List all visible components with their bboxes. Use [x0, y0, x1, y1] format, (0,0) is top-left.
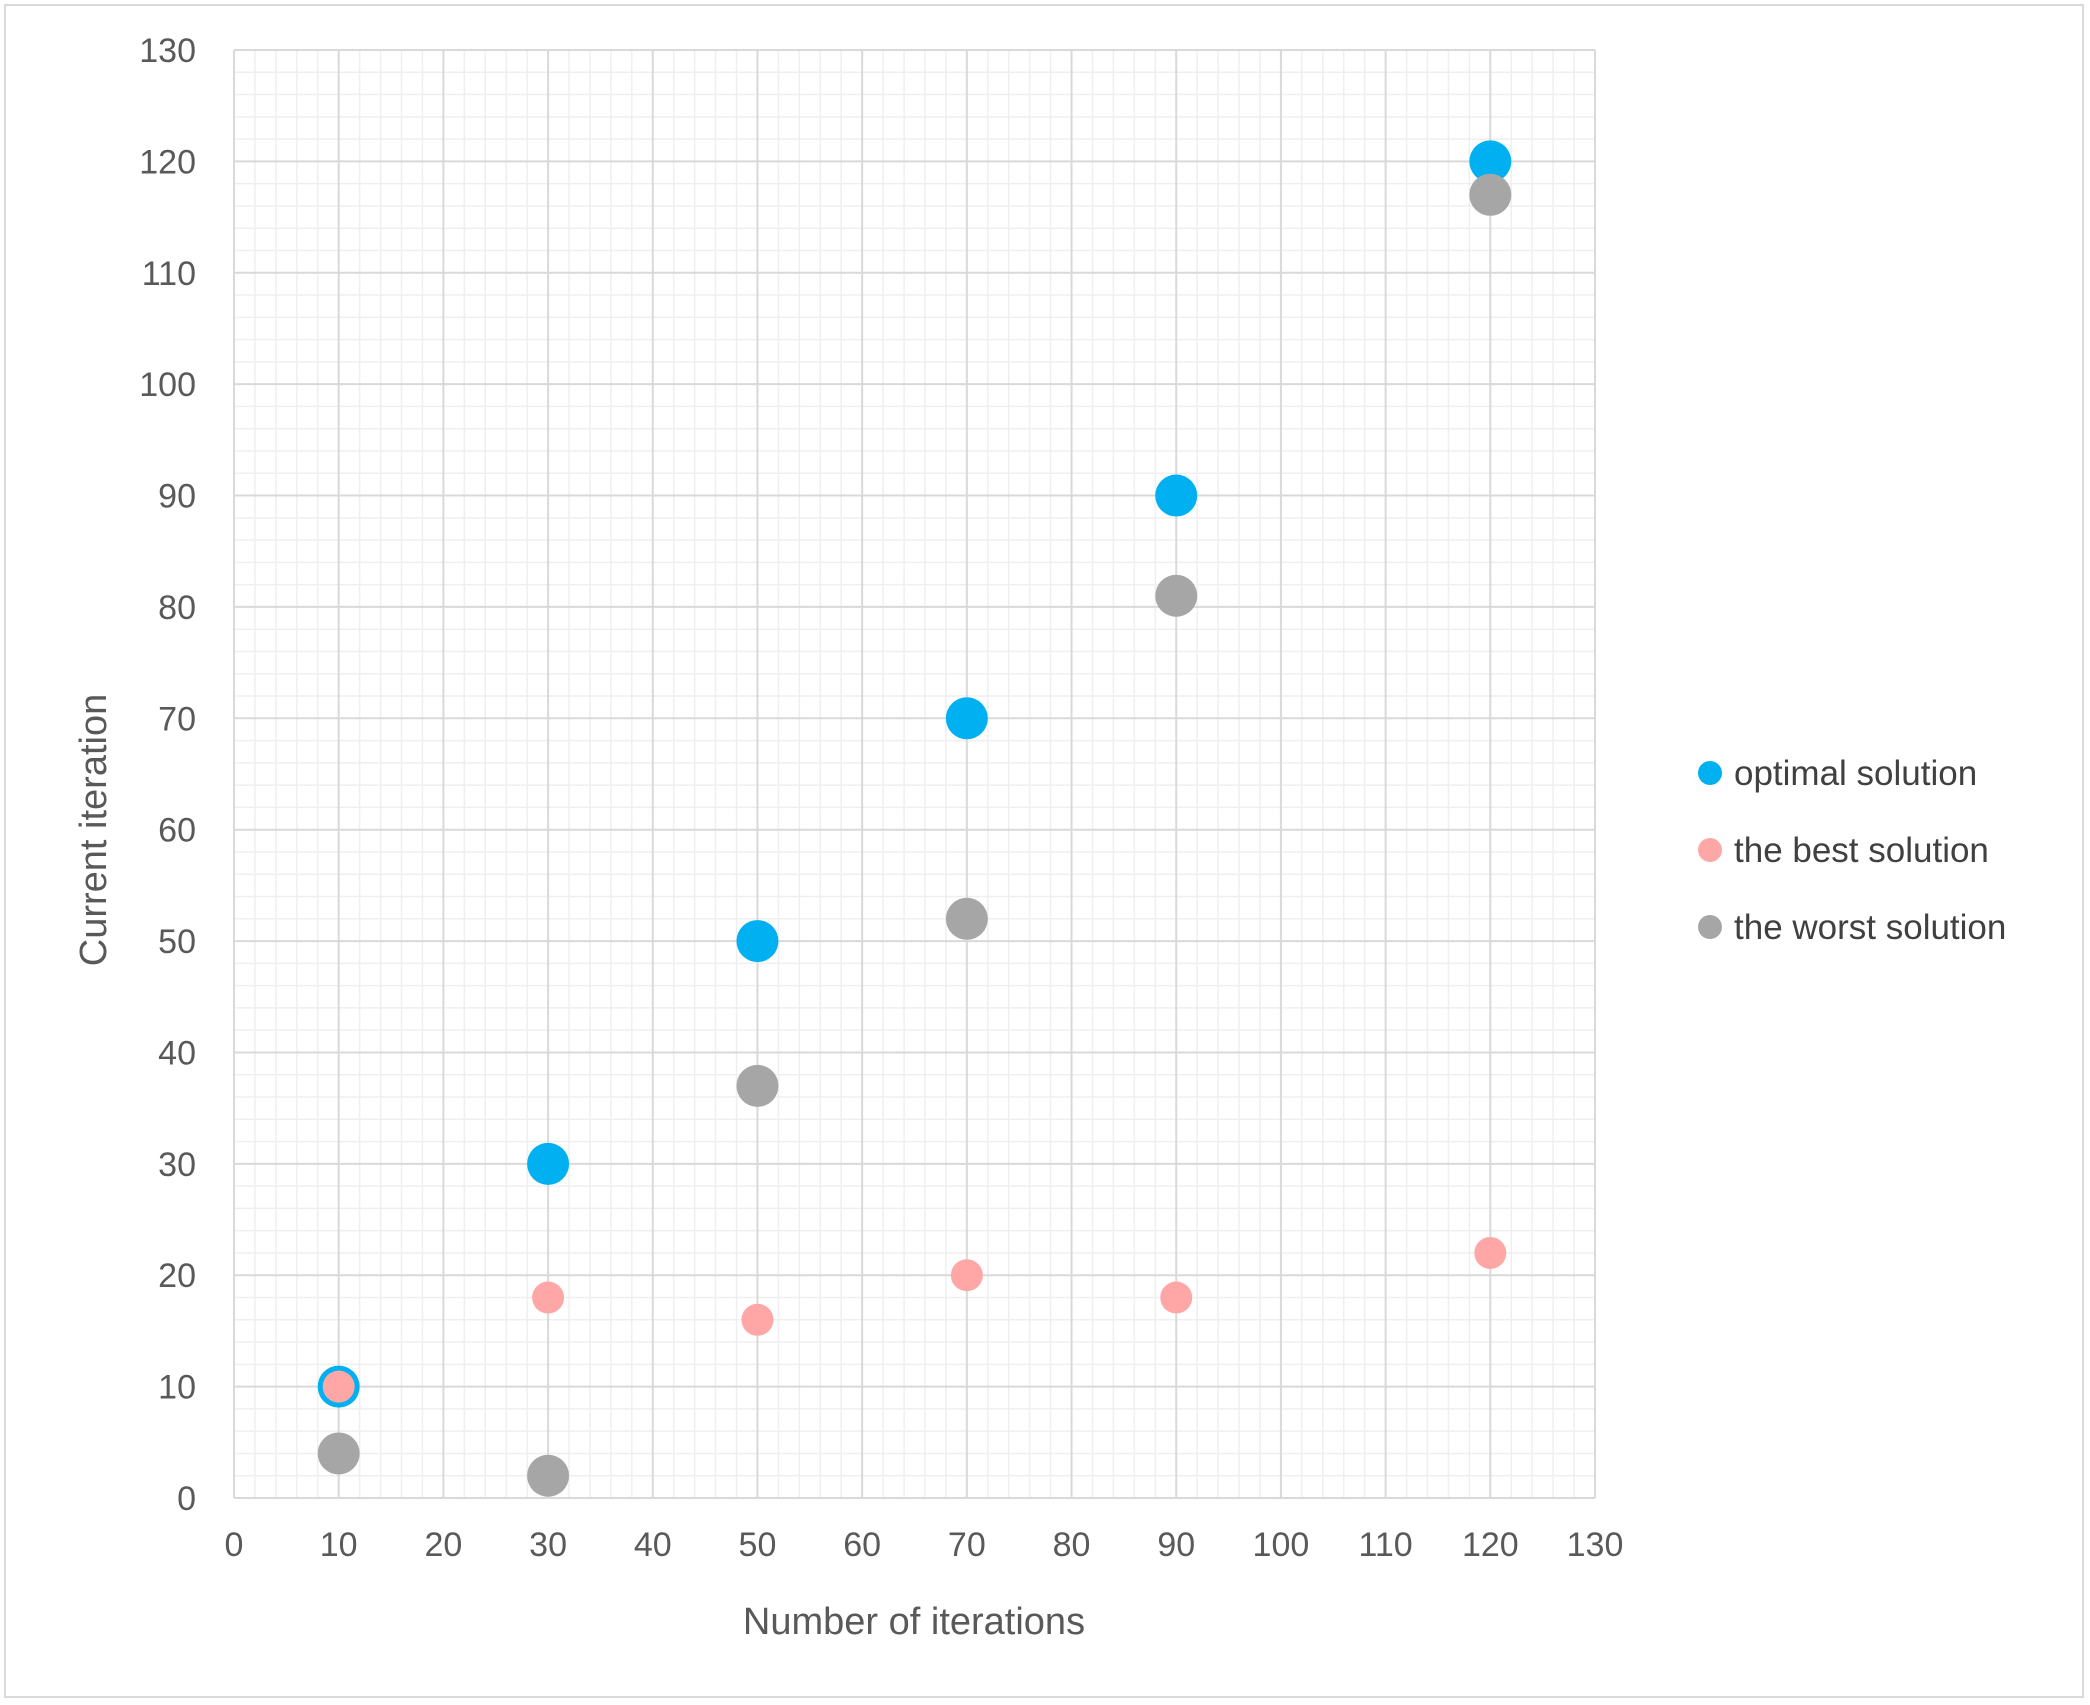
x-tick-label: 20	[424, 1526, 462, 1564]
data-point-the-best-solution	[322, 1370, 355, 1403]
chart-frame	[4, 4, 2084, 1698]
legend-label: the best solution	[1734, 831, 1989, 870]
legend-marker	[1698, 915, 1722, 939]
x-tick-label: 100	[1253, 1526, 1310, 1564]
y-tick-label: 100	[139, 366, 196, 404]
x-tick-label: 0	[225, 1526, 244, 1564]
y-tick-label: 90	[158, 478, 196, 516]
y-tick-label: 40	[158, 1034, 196, 1072]
data-point-the-best-solution	[532, 1281, 565, 1314]
data-point-the-best-solution	[1474, 1236, 1507, 1269]
x-tick-label: 50	[739, 1526, 777, 1564]
data-point-the-best-solution	[1160, 1281, 1193, 1314]
x-tick-label: 60	[843, 1526, 881, 1564]
x-axis-title: Number of iterations	[743, 1601, 1085, 1643]
data-point-the-worst-solution	[1469, 173, 1512, 216]
x-tick-label: 130	[1567, 1526, 1624, 1564]
y-tick-label: 0	[177, 1480, 196, 1518]
data-point-optimal-solution	[1469, 140, 1512, 183]
data-point-the-best-solution	[741, 1303, 774, 1336]
y-tick-label: 10	[158, 1369, 196, 1407]
x-tick-label: 30	[529, 1526, 567, 1564]
data-point-the-worst-solution	[945, 897, 988, 940]
y-tick-label: 80	[158, 589, 196, 627]
axis-ticks: 0 10 20 30 40 50 60 70 80 90 100 110 120 130 0 10 20 30 40…	[139, 32, 1623, 1564]
y-tick-label: 70	[158, 700, 196, 738]
y-tick-label: 50	[158, 923, 196, 961]
y-tick-label: 110	[142, 255, 196, 293]
x-tick-label: 90	[1157, 1526, 1195, 1564]
x-tick-label: 40	[634, 1526, 672, 1564]
data-point-optimal-solution	[945, 697, 988, 740]
x-tick-label: 80	[1053, 1526, 1091, 1564]
x-tick-label: 110	[1359, 1526, 1413, 1564]
data-point-the-worst-solution	[317, 1432, 360, 1475]
legend-label: the worst solution	[1734, 908, 2006, 947]
data-point-optimal-solution	[1155, 474, 1198, 517]
legend: optimal solution the best solution the wor…	[1698, 754, 2006, 947]
legend-marker	[1698, 761, 1722, 785]
x-tick-label: 10	[320, 1526, 358, 1564]
x-tick-label: 120	[1462, 1526, 1519, 1564]
y-tick-label: 20	[158, 1257, 196, 1295]
data-point-the-worst-solution	[527, 1454, 570, 1497]
legend-marker	[1698, 838, 1722, 862]
legend-label: optimal solution	[1734, 754, 1977, 793]
grid	[233, 49, 1596, 1499]
x-tick-label: 70	[948, 1526, 986, 1564]
y-axis-title: Current iteration	[73, 694, 115, 966]
data-point-the-worst-solution	[1155, 574, 1198, 617]
data-point-optimal-solution	[527, 1142, 570, 1185]
y-tick-label: 60	[158, 812, 196, 850]
y-tick-label: 130	[139, 32, 196, 70]
data-points	[317, 140, 1512, 1497]
data-point-the-worst-solution	[736, 1064, 779, 1107]
data-point-optimal-solution	[736, 920, 779, 963]
y-tick-label: 30	[158, 1146, 196, 1184]
data-point-the-best-solution	[950, 1259, 983, 1292]
y-tick-label: 120	[139, 143, 196, 181]
